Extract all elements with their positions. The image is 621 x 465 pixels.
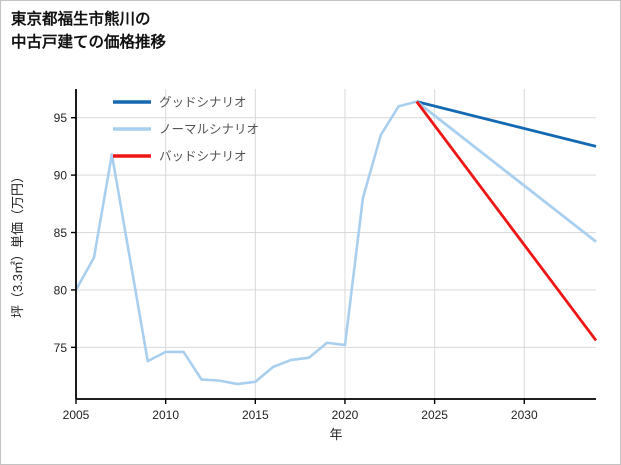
y-tick-label: 75 bbox=[54, 341, 68, 355]
legend-label-normal: ノーマルシナリオ bbox=[159, 123, 259, 137]
x-tick-label: 2030 bbox=[511, 408, 538, 422]
y-tick-label: 80 bbox=[54, 283, 68, 297]
y-tick-label: 90 bbox=[54, 169, 68, 183]
y-axis-title: 坪（3.3㎡）単価（万円） bbox=[10, 170, 25, 318]
y-tick-label: 95 bbox=[54, 111, 68, 125]
series-line-bad bbox=[415, 100, 598, 342]
x-tick-label: 2025 bbox=[421, 408, 448, 422]
legend-label-good: グッドシナリオ bbox=[159, 96, 247, 110]
y-tick-label: 85 bbox=[54, 226, 68, 240]
x-tick-label: 2020 bbox=[332, 408, 359, 422]
series-line-history bbox=[74, 100, 418, 386]
series-line-good bbox=[416, 100, 597, 148]
x-tick-label: 2005 bbox=[63, 408, 90, 422]
x-tick-label: 2015 bbox=[242, 408, 269, 422]
x-tick-label: 2010 bbox=[152, 408, 179, 422]
chart-title-line1: 東京都福生市熊川の bbox=[11, 11, 151, 28]
x-axis-title: 年 bbox=[329, 427, 342, 442]
chart-title: 東京都福生市熊川の 中古戸建ての価格推移 bbox=[11, 8, 166, 55]
chart-title-line2: 中古戸建ての価格推移 bbox=[11, 34, 167, 52]
series-line-normal bbox=[415, 100, 597, 243]
legend-label-bad: バッドシナリオ bbox=[159, 150, 247, 164]
